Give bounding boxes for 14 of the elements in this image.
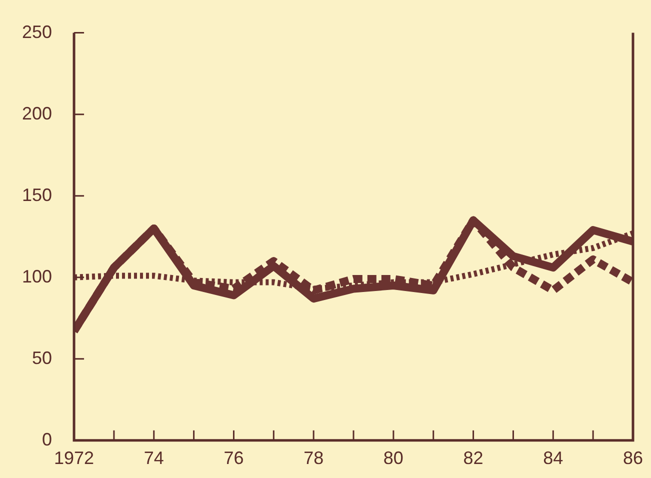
x-tick-label: 82 <box>463 448 484 468</box>
x-tick-label: 86 <box>622 448 644 468</box>
y-tick-label: 150 <box>22 184 52 205</box>
y-tick-label: 50 <box>32 348 52 368</box>
x-tick-label: 80 <box>383 448 404 468</box>
x-tick-label: 78 <box>304 448 324 468</box>
x-tick-label: 84 <box>543 448 564 468</box>
x-tick-label: 74 <box>144 448 164 468</box>
y-tick-label: 100 <box>22 266 52 286</box>
x-tick-label: 1972 <box>54 448 94 468</box>
y-tick-label: 250 <box>22 22 52 42</box>
y-tick-label: 200 <box>22 103 52 124</box>
y-tick-label: 0 <box>42 429 52 450</box>
x-tick-label: 76 <box>224 448 244 468</box>
